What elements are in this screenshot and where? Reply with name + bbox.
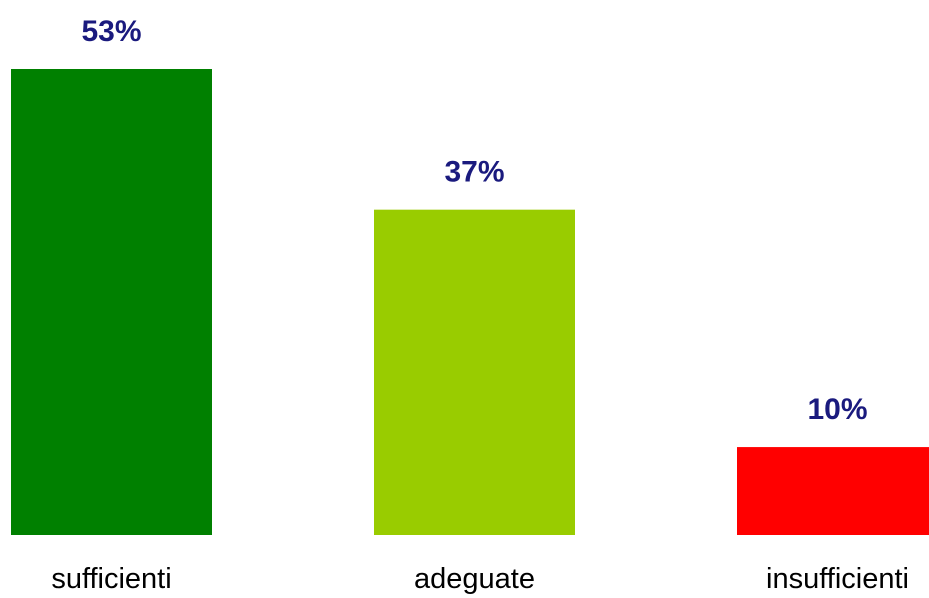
bar-sufficienti xyxy=(11,69,212,535)
category-labels-group: sufficienti adeguate insufficienti xyxy=(51,563,909,595)
value-labels-group: 53% 37% 10% xyxy=(81,15,867,426)
value-label-adeguate: 37% xyxy=(444,156,504,189)
bar-insufficienti xyxy=(737,447,929,535)
bar-adeguate xyxy=(374,209,575,535)
category-label-adeguate: adeguate xyxy=(414,563,535,595)
bars-group xyxy=(11,69,929,535)
category-label-sufficienti: sufficienti xyxy=(51,563,171,595)
value-label-sufficienti: 53% xyxy=(81,15,141,48)
category-label-insufficienti: insufficienti xyxy=(766,563,909,595)
value-label-insufficienti: 10% xyxy=(807,393,867,426)
